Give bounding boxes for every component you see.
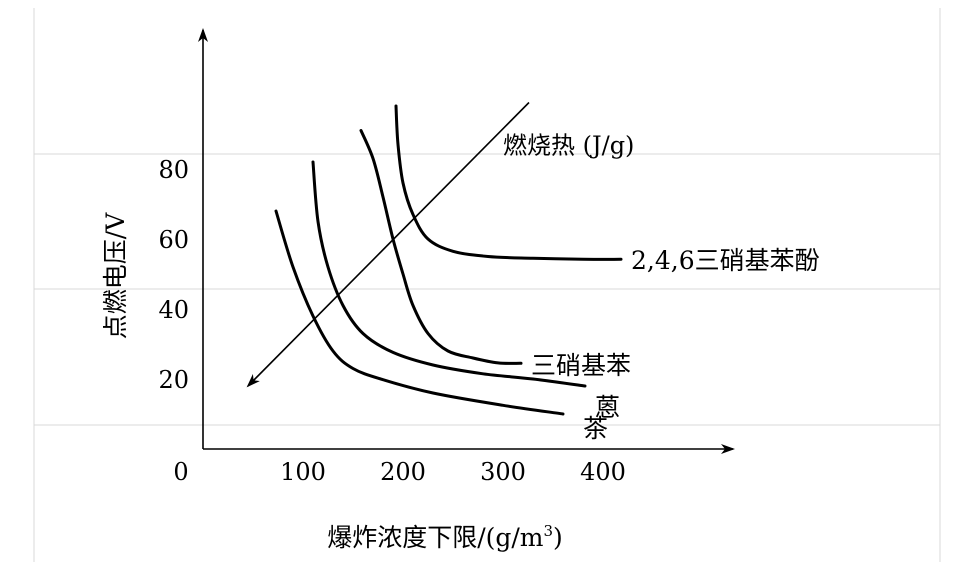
heat-of-combustion-label: 燃烧热 (J/g): [503, 132, 634, 160]
heat-of-combustion-arrow: [246, 101, 530, 388]
series-line-picric-acid: [394, 104, 623, 261]
x-axis-title-main: 爆炸浓度下限/(g/m: [327, 523, 544, 552]
x-ticks: 0 100 200 300 400: [173, 458, 626, 486]
series-label-anthracene: 蒽: [595, 393, 620, 422]
axes: [198, 28, 735, 454]
y-tick-label: 60: [158, 226, 189, 254]
x-tick-label: 400: [580, 458, 626, 486]
x-axis-title-sup: 3: [544, 522, 554, 540]
series-label-nai: 茶: [583, 414, 608, 443]
y-axis-title: 点燃电压/V: [101, 212, 130, 339]
series-line-trinitrobenzene: [359, 129, 523, 365]
series-group: [274, 104, 623, 416]
annotation-group: 燃烧热 (J/g): [246, 101, 634, 388]
x-tick-label: 200: [380, 458, 426, 486]
series-label-picric-acid: 2,4,6三硝基苯酚: [631, 246, 820, 275]
x-tick-label: 0: [173, 458, 188, 486]
y-tick-label: 80: [158, 156, 189, 184]
series-line-nai: [274, 209, 565, 416]
x-axis-title-end: ): [553, 523, 563, 552]
x-tick-label: 100: [280, 458, 326, 486]
y-ticks: 20 40 60 80: [158, 156, 189, 394]
series-labels: 茶蒽 三硝基苯 2,4,6三硝基苯酚: [531, 246, 820, 443]
series-line-anthracene: [311, 160, 587, 388]
series-label-trinitrobenzene: 三硝基苯: [531, 351, 631, 380]
y-tick-label: 20: [158, 366, 189, 394]
page-guides: [33, 8, 941, 562]
x-axis-title: 爆炸浓度下限/(g/m3): [327, 522, 563, 552]
y-tick-label: 40: [158, 296, 189, 324]
x-tick-label: 300: [480, 458, 526, 486]
